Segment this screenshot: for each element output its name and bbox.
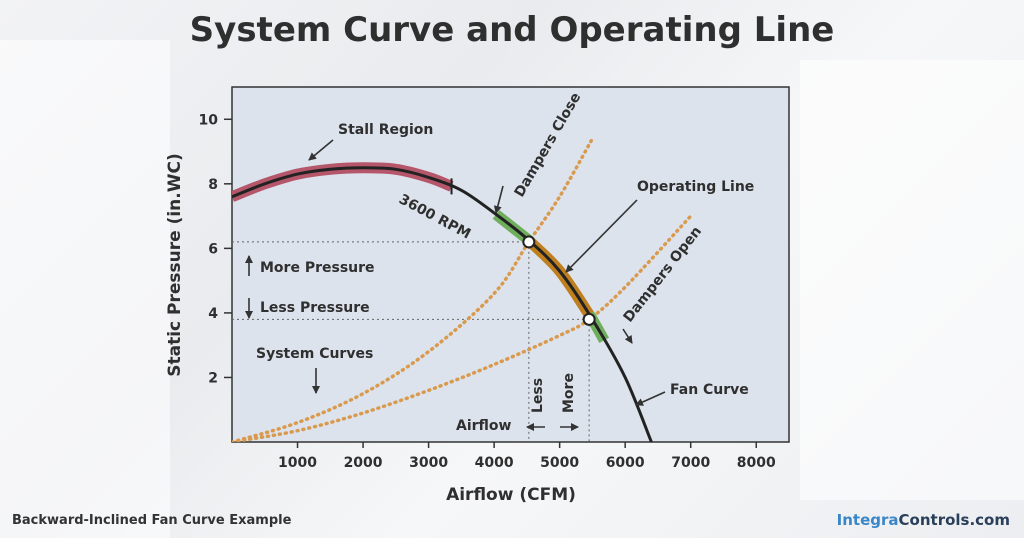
y-tick-label: 8 (208, 177, 218, 193)
operating-line-label: Operating Line (637, 179, 754, 195)
more-pressure-label: More Pressure (260, 260, 375, 276)
airflow-more-label: More (561, 373, 577, 413)
dampers-open-arrow (622, 328, 633, 344)
stall-region-label: Stall Region (338, 122, 433, 138)
x-tick-label: 7000 (671, 455, 710, 471)
background-building-right (800, 60, 1024, 500)
y-tick-label: 10 (199, 112, 219, 128)
x-axis-label: Airflow (CFM) (446, 485, 576, 505)
y-tick-label: 2 (208, 370, 218, 386)
fan-curve-arrow (635, 391, 666, 406)
caption: Backward-Inclined Fan Curve Example (12, 513, 292, 528)
system-curve (232, 136, 595, 442)
y-tick-label: 6 (208, 241, 218, 257)
x-tick-label: 5000 (540, 455, 579, 471)
x-tick-label: 8000 (737, 455, 776, 471)
x-tick-label: 2000 (344, 455, 383, 471)
page-title: System Curve and Operating Line (189, 10, 835, 50)
operating-point (582, 312, 596, 326)
background-building-left (0, 40, 170, 538)
system-curve (232, 214, 693, 442)
y-axis-label: Static Pressure (in.WC) (165, 153, 185, 377)
x-tick-label: 3000 (409, 455, 448, 471)
dampers-close-arrow (493, 185, 504, 214)
x-tick-label: 1000 (278, 455, 317, 471)
airflow-less-label: Less (530, 378, 546, 413)
brand-link[interactable]: IntegraControls.com (837, 511, 1010, 529)
x-tick-label: 4000 (475, 455, 514, 471)
fan-curve-label: Fan Curve (670, 382, 749, 398)
operating-line-arrow (565, 199, 638, 273)
brand-part-2: Controls.com (898, 511, 1010, 529)
operating-point (522, 235, 536, 249)
x-tick-label: 6000 (606, 455, 645, 471)
airflow-label: Airflow (456, 418, 512, 434)
system-curves-label: System Curves (256, 346, 373, 362)
stall-region-arrow (308, 139, 334, 161)
brand-part-1: Integra (836, 511, 899, 529)
less-pressure-label: Less Pressure (260, 300, 370, 316)
y-tick-label: 4 (208, 306, 218, 322)
